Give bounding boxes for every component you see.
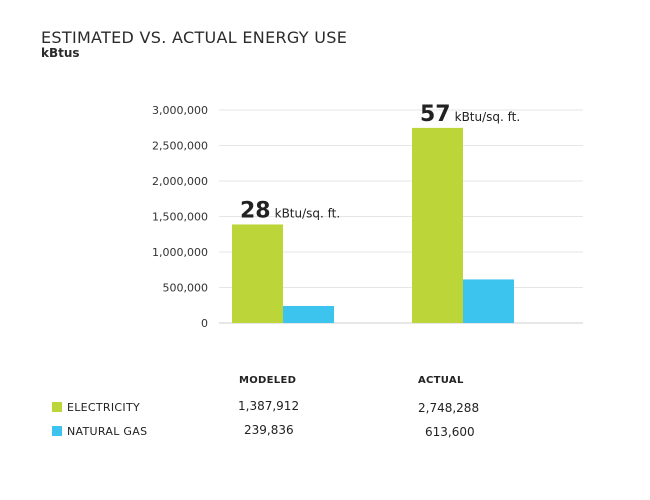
legend-label-electricity: ELECTRICITY: [67, 400, 140, 414]
electricity-swatch: [52, 402, 62, 412]
intensity-unit: kBtu/sq. ft.: [455, 110, 521, 124]
intensity-unit: kBtu/sq. ft.: [275, 206, 341, 220]
natural-gas-swatch: [52, 426, 62, 436]
y-tick-label: 1,000,000: [152, 246, 208, 259]
electricity-modeled-value: 1,387,912: [238, 399, 300, 413]
bar-natural-gas-actual: [463, 279, 514, 323]
intensity-annotation-modeled: 28 kBtu/sq. ft.: [240, 198, 340, 223]
electricity-actual-value: 2,748,288: [418, 401, 480, 415]
y-tick-label: 0: [201, 317, 208, 330]
y-tick-label: 3,000,000: [152, 104, 208, 117]
chart-subtitle: kBtus: [41, 46, 80, 60]
legend-label-natural-gas: NATURAL GAS: [67, 424, 148, 438]
column-header-modeled: MODELED: [239, 375, 297, 386]
y-tick-label: 2,500,000: [152, 140, 208, 153]
bar-electricity-modeled: [232, 224, 283, 323]
intensity-annotation-actual: 57 kBtu/sq. ft.: [420, 102, 520, 127]
intensity-value: 28: [240, 198, 271, 223]
chart-title: ESTIMATED VS. ACTUAL ENERGY USE: [41, 28, 348, 47]
bar-chart: 0 500,000 1,000,000 1,500,000 2,000,000 2,500…: [152, 102, 583, 330]
y-tick-label: 500,000: [163, 282, 209, 295]
column-header-actual: ACTUAL: [418, 375, 464, 386]
y-tick-label: 1,500,000: [152, 211, 208, 224]
y-tick-label: 2,000,000: [152, 175, 208, 188]
legend-item-electricity: ELECTRICITY: [52, 400, 140, 414]
legend-item-natural-gas: NATURAL GAS: [52, 424, 147, 438]
natural-gas-modeled-value: 239,836: [244, 423, 294, 437]
bar-electricity-actual: [412, 127, 463, 323]
intensity-value: 57: [420, 102, 451, 127]
natural-gas-actual-value: 613,600: [425, 425, 475, 439]
bar-natural-gas-modeled: [283, 305, 334, 323]
